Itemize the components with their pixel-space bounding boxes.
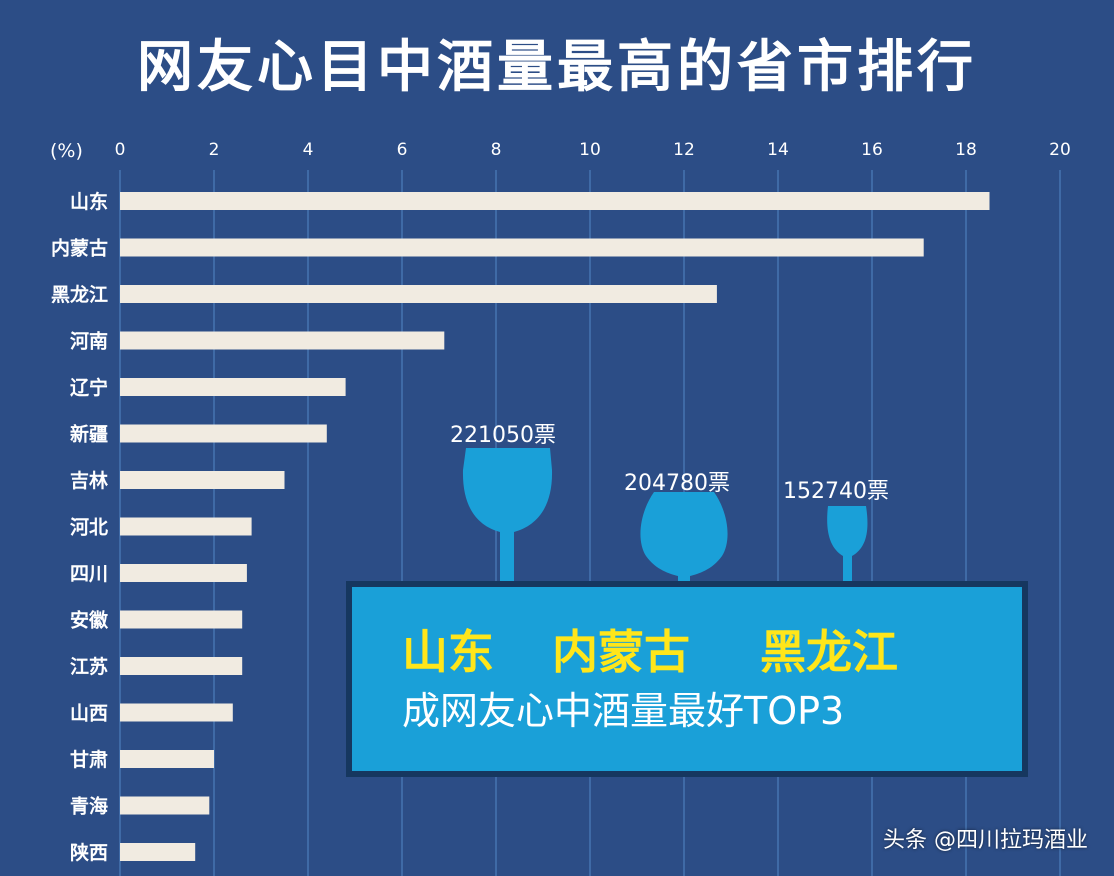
watermark: 头条 @四川拉玛酒业 xyxy=(883,828,1088,853)
x-tick-label: 8 xyxy=(491,140,502,160)
category-label: 安徽 xyxy=(70,609,109,632)
x-tick-label: 14 xyxy=(767,140,789,160)
bar xyxy=(120,517,252,536)
category-label: 江苏 xyxy=(70,655,108,678)
category-label: 黑龙江 xyxy=(51,283,108,306)
bar xyxy=(120,657,243,675)
bars xyxy=(120,192,990,861)
category-label: 河南 xyxy=(70,331,108,353)
category-label: 辽宁 xyxy=(70,376,108,399)
bar xyxy=(120,843,196,861)
category-label: 新疆 xyxy=(70,423,108,446)
category-label: 河北 xyxy=(70,517,108,539)
bar xyxy=(120,471,285,489)
chart-title: 网友心目中酒量最高的省市排行 xyxy=(137,35,977,100)
wine-glass-icon xyxy=(640,492,728,590)
x-tick-label: 0 xyxy=(115,140,126,160)
category-label: 陕西 xyxy=(70,841,108,864)
x-tick-label: 10 xyxy=(579,140,601,160)
top3-name: 山东 xyxy=(402,625,494,679)
bar xyxy=(120,564,247,582)
bar xyxy=(120,378,346,396)
axis-unit-label: (%) xyxy=(50,140,83,162)
bar xyxy=(120,331,445,350)
top3-name: 黑龙江 xyxy=(760,625,898,679)
vote-count: 221050票 xyxy=(450,423,556,448)
top3-callout-box xyxy=(346,581,1028,777)
top3-name: 内蒙古 xyxy=(552,625,690,679)
x-tick-label: 12 xyxy=(673,140,695,160)
wine-glass-icon xyxy=(827,506,868,590)
bar xyxy=(120,703,233,722)
bar xyxy=(120,424,327,443)
x-tick-label: 6 xyxy=(397,140,408,160)
bar xyxy=(120,192,990,210)
bar xyxy=(120,796,210,815)
x-tick-label: 4 xyxy=(303,140,314,160)
x-tick-label: 20 xyxy=(1049,140,1071,160)
x-tick-label: 16 xyxy=(861,140,883,160)
bar xyxy=(120,285,717,303)
x-tick-label: 2 xyxy=(209,140,220,160)
wine-glass-icons xyxy=(462,448,868,590)
bar xyxy=(120,610,243,629)
bar xyxy=(120,750,214,768)
category-label: 吉林 xyxy=(70,469,108,492)
vote-count: 204780票 xyxy=(624,471,730,496)
category-label: 四川 xyxy=(70,563,108,585)
category-label: 内蒙古 xyxy=(51,237,108,260)
top3-subtitle: 成网友心中酒量最好TOP3 xyxy=(402,689,844,733)
bar xyxy=(120,238,924,257)
wine-glass-icon xyxy=(462,448,553,584)
category-label: 青海 xyxy=(70,795,108,818)
category-label: 山东 xyxy=(70,190,108,213)
vote-count: 152740票 xyxy=(783,479,889,504)
x-tick-label: 18 xyxy=(955,140,977,160)
category-label: 山西 xyxy=(70,703,108,725)
x-axis-ticks: 0 2 4 6 8 10 12 14 16 18 20 xyxy=(115,140,1071,160)
category-label: 甘肃 xyxy=(70,748,108,771)
